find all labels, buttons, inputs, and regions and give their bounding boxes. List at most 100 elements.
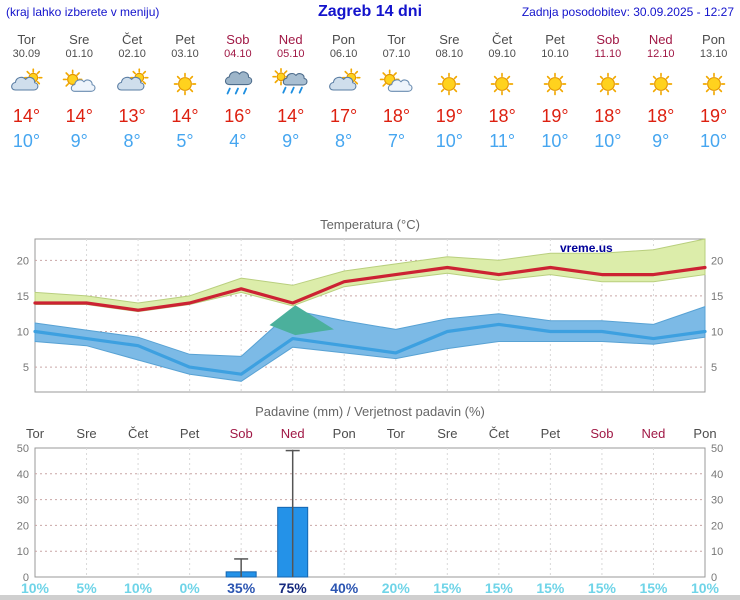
temp-max: 18° — [382, 106, 411, 126]
day-date: 07.10 — [382, 48, 411, 60]
precip-day-label: Pon — [333, 426, 356, 441]
rain-sun-icon — [271, 68, 308, 94]
temp-ytick-left: 5 — [23, 362, 29, 374]
temp-min: 9° — [70, 131, 88, 151]
precip-ytick-left: 40 — [17, 469, 29, 481]
temperature-chart: 5 5 10 10 15 15 20 20 Temperatura (°C) vreme.us — [0, 215, 740, 405]
precip-day-label: Sob — [230, 426, 253, 441]
temp-ytick-right: 15 — [711, 291, 723, 303]
day-column: Čet 02.10 13° 8° — [106, 30, 159, 152]
temp-min: 10° — [541, 131, 569, 151]
precip-probability: 20% — [382, 580, 411, 596]
day-date: 30.09 — [12, 48, 41, 60]
day-name: Čet — [122, 32, 143, 47]
max-spread-band — [34, 238, 706, 313]
precip-probability: 75% — [279, 580, 308, 596]
overlap-patch — [269, 305, 334, 336]
temp-max: 18° — [647, 106, 675, 126]
temp-min: 8° — [123, 131, 141, 151]
precip-day-label: Pon — [693, 426, 716, 441]
temp-ytick-right: 10 — [711, 327, 723, 339]
day-column: Tor 30.09 14° 10° — [0, 30, 53, 152]
temp-min: 5° — [176, 131, 194, 151]
day-column: Ned 05.10 14° 9° — [264, 30, 317, 152]
precip-probability: 35% — [227, 580, 256, 596]
precip-probability: 10% — [691, 580, 720, 596]
sunny-icon — [543, 72, 567, 96]
day-column: Pon 13.10 19° 10° — [687, 30, 740, 152]
temp-max: 14° — [171, 106, 199, 126]
temp-max: 18° — [488, 106, 516, 126]
temp-max: 14° — [277, 106, 305, 126]
day-column: Čet 09.10 18° 11° — [476, 30, 529, 152]
page-title: Zagreb 14 dni — [317, 3, 423, 20]
precip-day-label: Pet — [180, 426, 200, 441]
precip-ytick-left: 10 — [17, 546, 29, 558]
precip-day-label: Tor — [387, 426, 406, 441]
watermark-link[interactable]: vreme.us — [560, 241, 613, 255]
precip-ytick-right: 40 — [711, 469, 723, 481]
precipitation-chart-svg: Padavine (mm) / Verjetnost padavin (%) To… — [17, 404, 724, 596]
temp-max: 14° — [65, 106, 93, 126]
precip-probability: 15% — [536, 580, 565, 596]
cloud-sun-icon — [328, 68, 361, 91]
temp-max-line — [33, 265, 707, 312]
precip-day-label: Sre — [437, 426, 457, 441]
precip-probability: 0% — [179, 580, 200, 596]
temp-min: 10° — [435, 131, 463, 151]
sunny-icon — [596, 72, 620, 96]
precip-ytick-right: 0 — [711, 572, 717, 584]
precip-ytick-left: 50 — [17, 443, 29, 455]
temp-ytick-right: 20 — [711, 255, 723, 267]
precip-probability: 15% — [588, 580, 617, 596]
day-column: Pon 06.10 17° 8° — [317, 30, 370, 152]
precip-day-label: Ned — [642, 426, 666, 441]
last-update: Zadnja posodobitev: 30.09.2025 - 12:27 — [521, 5, 734, 19]
precip-day-label: Čet — [489, 426, 510, 441]
temp-min: 8° — [334, 131, 353, 151]
precip-ytick-right: 20 — [711, 520, 723, 532]
precipitation-chart: Padavine (mm) / Verjetnost padavin (%) To… — [0, 403, 740, 600]
day-name: Sre — [69, 32, 90, 47]
day-date: 02.10 — [118, 48, 146, 60]
temp-ytick-left: 10 — [17, 327, 29, 339]
precip-day-label: Pet — [541, 426, 561, 441]
day-name: Sre — [439, 32, 460, 47]
precip-day-label: Tor — [26, 426, 45, 441]
menu-hint: (kraj lahko izberete v meniju) — [6, 5, 160, 19]
temp-ytick-left: 20 — [17, 255, 29, 267]
temp-max: 18° — [594, 106, 622, 126]
sunny-icon — [490, 72, 514, 96]
partly-cloudy-icon — [380, 69, 413, 92]
day-date: 13.10 — [699, 48, 728, 60]
temp-min-line — [33, 322, 707, 376]
temp-max: 17° — [329, 106, 358, 126]
day-name: Tor — [387, 32, 406, 47]
sunny-icon — [649, 72, 673, 96]
day-column: Pet 10.10 19° 10° — [529, 30, 582, 152]
precip-day-label: Čet — [128, 426, 149, 441]
precip-day-label: Sre — [76, 426, 96, 441]
day-date: 12.10 — [646, 48, 675, 60]
temperature-chart-svg: 5 5 10 10 15 15 20 20 Temperatura (°C) vreme.us — [17, 217, 723, 393]
day-date: 05.10 — [276, 48, 305, 60]
temp-min: 10° — [594, 131, 622, 151]
precip-probability: 5% — [76, 580, 97, 596]
day-name: Ned — [648, 32, 673, 47]
day-date: 08.10 — [435, 48, 464, 60]
rain-icon — [224, 71, 253, 95]
temp-max: 16° — [224, 106, 252, 126]
precip-probability: 15% — [485, 580, 514, 596]
temp-min: 9° — [652, 131, 670, 151]
day-column: Sob 04.10 16° 4° — [211, 30, 264, 152]
day-date: 11.10 — [594, 48, 622, 60]
temp-ytick-right: 5 — [711, 362, 717, 374]
temp-min: 11° — [489, 131, 516, 151]
temp-max: 13° — [118, 106, 146, 126]
temp-min: 7° — [387, 131, 406, 151]
precip-day-label: Ned — [281, 426, 305, 441]
day-name: Tor — [17, 32, 36, 47]
day-column: Sre 01.10 14° 9° — [53, 30, 106, 152]
precip-ytick-left: 30 — [17, 495, 29, 507]
